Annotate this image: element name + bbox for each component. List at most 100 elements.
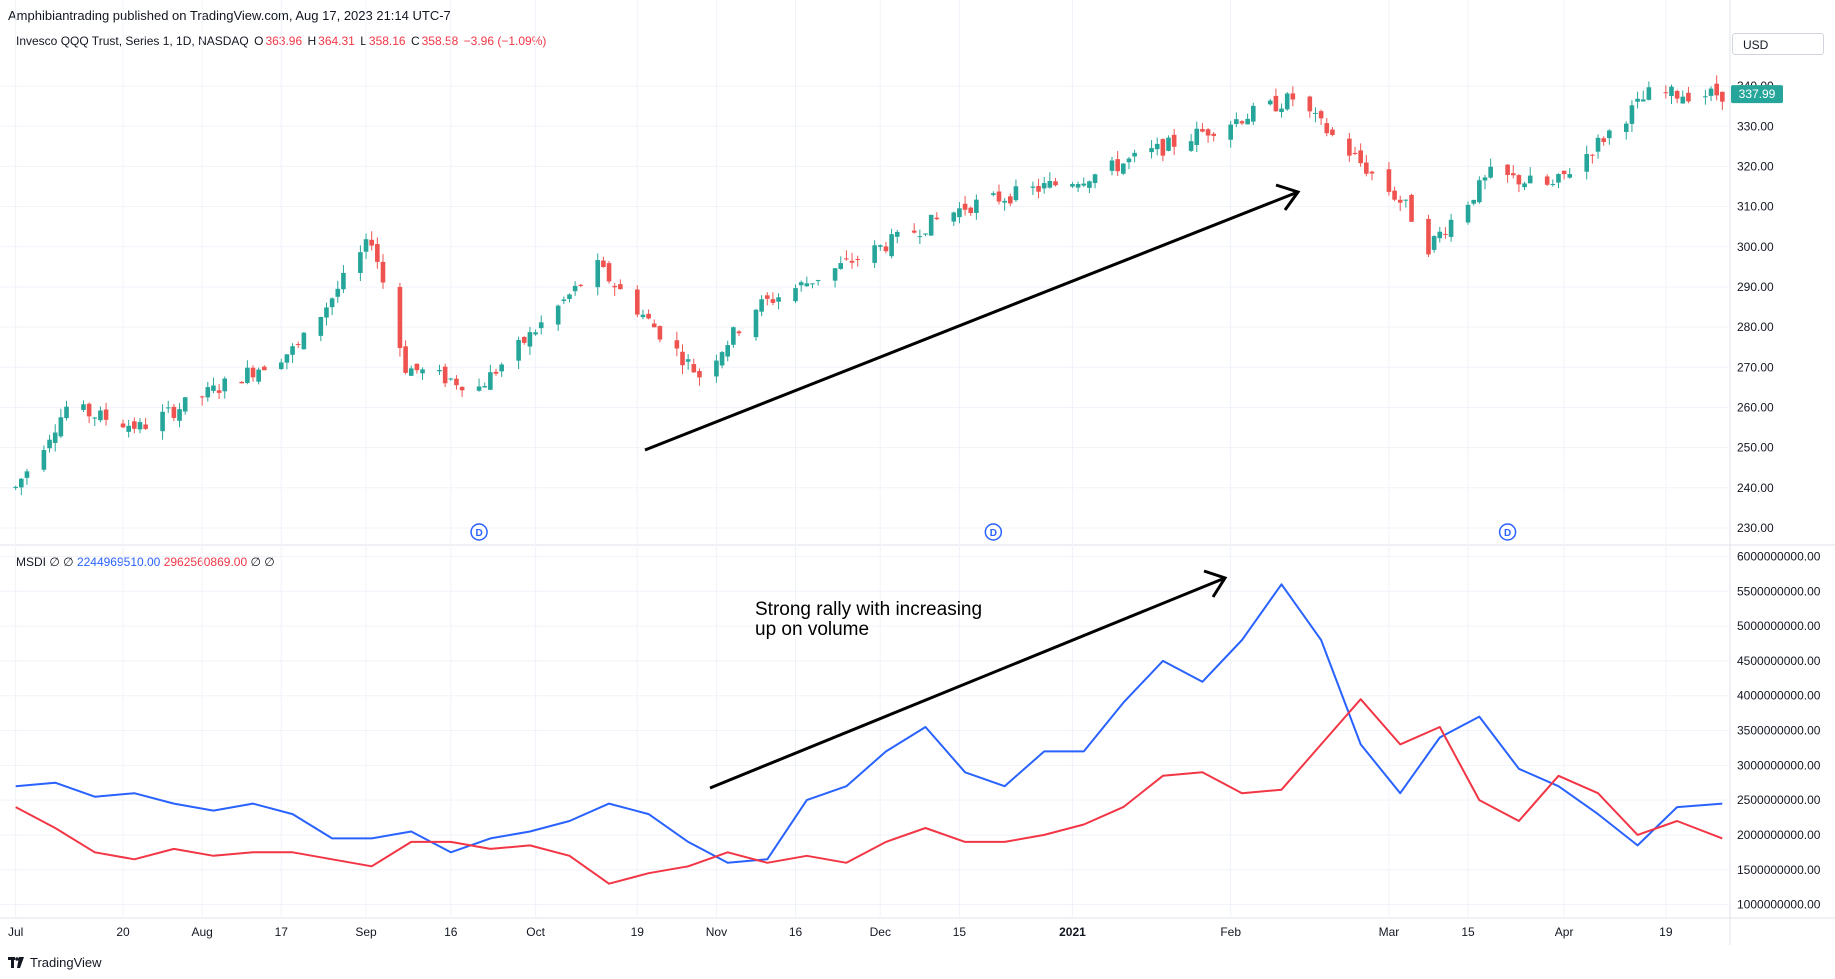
candle [928, 214, 934, 236]
candle-body [1307, 96, 1313, 112]
candle [1234, 112, 1239, 128]
candle-body [1273, 95, 1279, 112]
candle-body [324, 307, 329, 318]
candle [211, 377, 216, 394]
change-value: −3.96 (−1.09%) [463, 34, 547, 48]
candle-body [996, 191, 1002, 202]
candle [1426, 214, 1431, 257]
candle-body [1313, 112, 1318, 114]
candle [171, 403, 177, 422]
time-tick-label: Apr [1555, 925, 1574, 939]
candle [697, 368, 702, 386]
candle-body [329, 298, 335, 308]
candle-body [476, 386, 482, 391]
candle-body [448, 378, 454, 380]
candle-body [1561, 170, 1567, 175]
candle-body [1228, 124, 1233, 140]
candle [1200, 123, 1205, 133]
candle [120, 419, 126, 429]
candle-body [182, 397, 188, 412]
candle [1397, 195, 1403, 211]
candle-body [341, 272, 346, 290]
candle [290, 343, 295, 364]
time-tick-label: 15 [1461, 925, 1475, 939]
time-tick-label: 16 [444, 925, 458, 939]
candle-body [1522, 183, 1527, 188]
candle-body [1629, 105, 1635, 124]
time-tick-label: 20 [116, 925, 130, 939]
candle [1330, 126, 1335, 137]
candle [1121, 162, 1126, 175]
candle [132, 417, 137, 434]
candle-body [1188, 141, 1194, 151]
candle-body [1471, 199, 1476, 204]
candle [1109, 156, 1115, 176]
price-trend-arrowhead [1275, 183, 1301, 211]
candle [1640, 90, 1646, 102]
candle [1239, 120, 1245, 125]
candle-body [538, 322, 544, 329]
candle [250, 365, 256, 382]
last-price-tag-bg [1731, 85, 1783, 104]
footer: TradingView [8, 955, 102, 970]
svg-text:D: D [475, 528, 482, 539]
symbol-name[interactable]: Invesco QQQ Trust, Series 1, 1D, NASDAQ [16, 34, 249, 48]
candle-body [1437, 231, 1443, 239]
trend-arrows [644, 183, 1301, 790]
candle-body [216, 390, 222, 393]
candle-body [1431, 236, 1437, 250]
price-tick-label: 260.00 [1737, 400, 1774, 414]
candle-body [358, 252, 363, 273]
dividend-marker-icon[interactable]: D [1498, 523, 1517, 541]
candle-body [736, 331, 742, 334]
candle-body [974, 199, 979, 213]
candle-body [1075, 184, 1081, 188]
candle-body [290, 346, 295, 355]
candle-body [1030, 186, 1036, 188]
candle [442, 363, 448, 387]
candle-body [1443, 233, 1448, 235]
footer-brand[interactable]: TradingView [30, 955, 102, 970]
time-tick-label: Jul [8, 925, 23, 939]
candle [13, 485, 18, 491]
candle-body [1680, 96, 1686, 104]
candle [1403, 199, 1409, 208]
candle [19, 478, 24, 496]
price-axis[interactable]: 230.00 240.00 250.00 260.00 270.00 280.00 290.… [1737, 79, 1774, 535]
candle [335, 280, 341, 303]
msdi-tick-label: 2500000000.00 [1737, 793, 1821, 807]
candle-body [1013, 186, 1019, 201]
candle-body [143, 424, 148, 429]
dividend-marker-icon[interactable]: D [470, 523, 488, 541]
candle-body [1601, 138, 1606, 142]
candle [301, 331, 307, 350]
candle-body [499, 364, 504, 372]
time-tick-label: 17 [275, 925, 289, 939]
candle-body [1121, 163, 1126, 174]
indicator-name[interactable]: MSDI [16, 555, 46, 569]
candle [137, 418, 143, 434]
dividend-marker-icon[interactable]: D [984, 523, 1003, 541]
candle-body [1397, 199, 1403, 203]
candle-body [24, 471, 30, 478]
price-tick-label: 310.00 [1737, 200, 1774, 214]
currency-button[interactable]: USD [1732, 33, 1824, 55]
candle-body [1330, 129, 1335, 135]
candle-body [437, 369, 442, 372]
candle [793, 284, 798, 304]
candle [1369, 170, 1375, 181]
candle-body [1279, 108, 1284, 113]
time-axis[interactable]: Jul 20 Aug 17 Sep 16 Oct 19 Nov 16 Dec 15 2021 Feb Mar… [8, 925, 1673, 939]
candle-body [239, 381, 245, 384]
candle-body [855, 259, 860, 261]
candle-body [1714, 83, 1719, 96]
candle-body [674, 340, 680, 349]
candle-body [1358, 150, 1363, 164]
candle-body [137, 422, 143, 430]
candle [1669, 84, 1674, 105]
candle [1720, 91, 1725, 110]
msdi-axis[interactable]: 1000000000.00 1500000000.00 2000000000.00 2… [1737, 549, 1821, 911]
candle [1567, 167, 1573, 179]
